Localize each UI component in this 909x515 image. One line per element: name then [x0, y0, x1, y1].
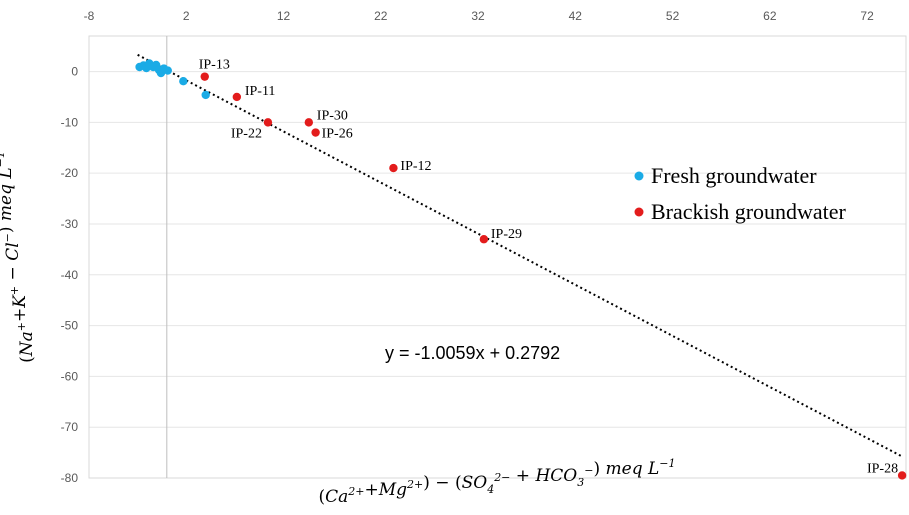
- brackish-groundwater-point: [479, 235, 489, 244]
- x-tick-label: 52: [666, 9, 680, 23]
- point-label: IP-13: [199, 58, 230, 73]
- legend-label-fresh: Fresh groundwater: [651, 163, 817, 188]
- y-tick-label: -10: [61, 115, 79, 129]
- point-label: IP-26: [322, 127, 353, 142]
- brackish-groundwater-point: [311, 128, 320, 137]
- x-tick-label: 32: [471, 9, 485, 23]
- brackish-groundwater-point: [263, 118, 273, 127]
- trendline: [137, 53, 902, 457]
- x-tick-label: 62: [763, 9, 777, 23]
- y-tick-label: -50: [61, 319, 79, 333]
- gridlines: [89, 71, 906, 479]
- point-labels: IP-13 IP-11 IP-22 IP-30 IP-26 IP-12 IP-29 IP-28: [199, 58, 898, 477]
- fresh-groundwater-point: [179, 77, 188, 86]
- point-label: IP-12: [400, 159, 431, 174]
- y-axis-tick-labels: 0 -10 -20 -30 -40 -50 -60 -70 -80: [61, 65, 79, 485]
- x-tick-label: 2: [183, 9, 190, 23]
- point-label: IP-28: [867, 461, 898, 476]
- x-tick-label: 72: [860, 9, 874, 23]
- legend-marker-brackish: [634, 207, 644, 217]
- x-tick-label: 42: [569, 9, 583, 23]
- x-tick-label: -8: [84, 9, 95, 23]
- fresh-groundwater-point: [163, 66, 172, 75]
- x-axis-title: (Ca2++Mg2+) − (SO42− + HCO3−) meq L−1: [318, 457, 675, 507]
- legend-marker-fresh: [634, 171, 644, 181]
- plot-area-border: [88, 35, 907, 479]
- brackish-groundwater-point: [200, 72, 209, 81]
- x-tick-label: 22: [374, 9, 388, 23]
- point-label: IP-29: [491, 227, 522, 242]
- legend: Fresh groundwater Brackish groundwater: [634, 163, 847, 224]
- point-label: IP-22: [231, 126, 262, 141]
- trendline-equation: y = -1.0059x + 0.2792: [385, 343, 560, 363]
- y-tick-label: -80: [61, 471, 79, 485]
- brackish-groundwater-point: [304, 118, 314, 127]
- y-tick-label: 0: [71, 65, 78, 79]
- data-points: [135, 59, 907, 480]
- y-axis-title: (Na++K+ − Cl−) meq L−1: [0, 151, 37, 363]
- x-tick-label: 12: [277, 9, 291, 23]
- legend-label-brackish: Brackish groundwater: [651, 199, 847, 224]
- y-tick-label: -60: [61, 369, 79, 383]
- y-tick-label: -20: [61, 166, 79, 180]
- point-label: IP-30: [317, 108, 348, 123]
- y-tick-label: -30: [61, 217, 79, 231]
- brackish-groundwater-point: [389, 163, 398, 173]
- brackish-groundwater-point: [897, 471, 907, 480]
- point-label: IP-11: [245, 84, 276, 99]
- y-tick-label: -40: [61, 268, 79, 282]
- fresh-groundwater-point: [201, 90, 210, 100]
- y-tick-label: -70: [61, 420, 79, 434]
- x-axis-tick-labels: -8 2 12 22 32 42 52 62 72: [84, 9, 874, 23]
- brackish-groundwater-point: [232, 92, 242, 102]
